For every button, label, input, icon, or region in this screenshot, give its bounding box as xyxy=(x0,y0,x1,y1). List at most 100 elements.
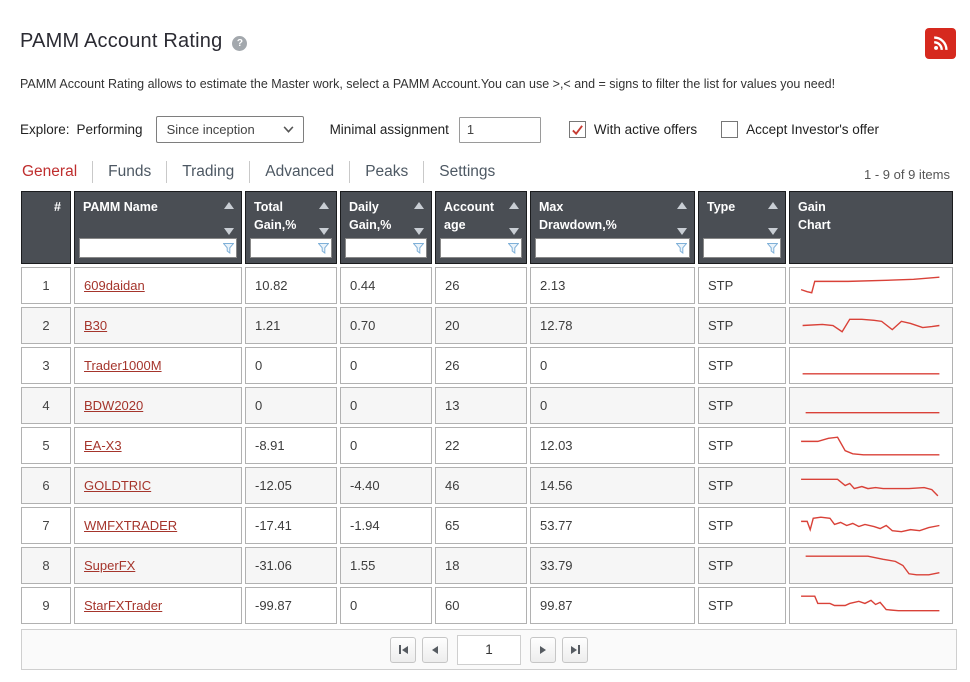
total-gain-cell: 0 xyxy=(245,347,337,384)
last-page-button[interactable] xyxy=(562,636,588,663)
type-cell: STP xyxy=(698,427,786,464)
daily-gain-cell: 1.55 xyxy=(340,547,432,584)
pamm-name-link[interactable]: GOLDTRIC xyxy=(84,478,152,493)
type-cell: STP xyxy=(698,307,786,344)
gain-chart-sparkline xyxy=(795,430,947,461)
row-number: 3 xyxy=(21,347,71,384)
help-icon[interactable]: ? xyxy=(232,35,248,51)
max-drawdown-cell: 53.77 xyxy=(530,507,695,544)
filter-input-type[interactable] xyxy=(703,238,781,258)
sort-asc-icon[interactable] xyxy=(414,202,424,209)
filter-input-account-age[interactable] xyxy=(440,238,522,258)
checkbox-box xyxy=(721,121,739,138)
tab-trading[interactable]: Trading xyxy=(166,161,249,183)
arrow-left-icon xyxy=(432,645,438,654)
page-number-input[interactable] xyxy=(457,634,521,665)
filter-bar: Explore: Performing Since inception Mini… xyxy=(20,116,950,143)
type-cell: STP xyxy=(698,347,786,384)
sort-asc-icon[interactable] xyxy=(224,202,234,209)
sort-desc-icon[interactable] xyxy=(319,228,329,235)
tab-peaks[interactable]: Peaks xyxy=(349,161,423,183)
arrow-right-icon xyxy=(570,645,577,654)
table-row: 6 GOLDTRIC -12.05 -4.40 46 14.56 STP xyxy=(21,467,953,504)
column-header-pamm-name[interactable]: PAMM Name xyxy=(74,191,242,264)
account-age-cell: 13 xyxy=(435,387,527,424)
row-number: 8 xyxy=(21,547,71,584)
max-drawdown-cell: 99.87 xyxy=(530,587,695,624)
pamm-name-link[interactable]: SuperFX xyxy=(84,558,136,573)
performing-label: Performing xyxy=(76,122,143,137)
column-header-daily-gain[interactable]: Daily Gain,% xyxy=(340,191,432,264)
pamm-name-link[interactable]: BDW2020 xyxy=(84,398,144,413)
next-page-button[interactable] xyxy=(530,636,556,663)
table-body: 1 609daidan 10.82 0.44 26 2.13 STP 2 B30… xyxy=(21,267,953,624)
sort-asc-icon[interactable] xyxy=(677,202,687,209)
column-header-max-drawdown[interactable]: Max Drawdown,% xyxy=(530,191,695,264)
filter-funnel-icon[interactable] xyxy=(413,243,424,254)
account-age-cell: 22 xyxy=(435,427,527,464)
items-count: 1 - 9 of 9 items xyxy=(864,167,950,182)
column-header-total-gain[interactable]: Total Gain,% xyxy=(245,191,337,264)
with-active-offers-checkbox[interactable]: With active offers xyxy=(568,121,698,138)
daily-gain-cell: 0.70 xyxy=(340,307,432,344)
period-select[interactable]: Since inception xyxy=(155,116,304,143)
table-row: 8 SuperFX -31.06 1.55 18 33.79 STP xyxy=(21,547,953,584)
tab-general[interactable]: General xyxy=(22,163,78,180)
pamm-table: # PAMM Name Total Gain,% xyxy=(18,188,956,627)
sort-asc-icon[interactable] xyxy=(319,202,329,209)
gain-chart-sparkline xyxy=(795,590,947,621)
filter-funnel-icon[interactable] xyxy=(767,243,778,254)
total-gain-cell: 10.82 xyxy=(245,267,337,304)
tab-funds[interactable]: Funds xyxy=(92,161,166,183)
sort-desc-icon[interactable] xyxy=(677,228,687,235)
filter-input-max-drawdown[interactable] xyxy=(535,238,690,258)
column-header-account-age[interactable]: Account age xyxy=(435,191,527,264)
total-gain-cell: -99.87 xyxy=(245,587,337,624)
row-number: 2 xyxy=(21,307,71,344)
sort-asc-icon[interactable] xyxy=(768,202,778,209)
prev-page-button[interactable] xyxy=(422,636,448,663)
filter-input-total-gain[interactable] xyxy=(250,238,332,258)
arrow-left-icon xyxy=(401,645,408,654)
rss-icon[interactable] xyxy=(925,28,956,59)
pamm-name-link[interactable]: WMFXTRADER xyxy=(84,518,178,533)
sort-desc-icon[interactable] xyxy=(509,228,519,235)
filter-input-daily-gain[interactable] xyxy=(345,238,427,258)
explore-label: Explore: xyxy=(20,122,70,137)
daily-gain-cell: 0 xyxy=(340,427,432,464)
filter-funnel-icon[interactable] xyxy=(223,243,234,254)
pamm-name-link[interactable]: EA-X3 xyxy=(84,438,122,453)
total-gain-cell: -8.91 xyxy=(245,427,337,464)
first-page-icon xyxy=(398,645,401,654)
gain-chart-sparkline xyxy=(795,270,947,301)
filter-funnel-icon[interactable] xyxy=(676,243,687,254)
daily-gain-cell: 0.44 xyxy=(340,267,432,304)
minimal-assignment-input[interactable] xyxy=(458,116,541,143)
sort-desc-icon[interactable] xyxy=(224,228,234,235)
daily-gain-cell: -4.40 xyxy=(340,467,432,504)
check-icon xyxy=(572,124,583,135)
filter-funnel-icon[interactable] xyxy=(508,243,519,254)
pamm-name-link[interactable]: StarFXTrader xyxy=(84,598,163,613)
column-header-type[interactable]: Type xyxy=(698,191,786,264)
accept-investors-offer-checkbox[interactable]: Accept Investor's offer xyxy=(721,121,879,138)
filter-funnel-icon[interactable] xyxy=(318,243,329,254)
sort-desc-icon[interactable] xyxy=(768,228,778,235)
pamm-name-link[interactable]: Trader1000M xyxy=(84,358,162,373)
rss-waves-icon xyxy=(934,36,948,50)
row-number: 6 xyxy=(21,467,71,504)
tab-settings[interactable]: Settings xyxy=(423,161,510,183)
filter-input-pamm-name[interactable] xyxy=(79,238,237,258)
table-row: 1 609daidan 10.82 0.44 26 2.13 STP xyxy=(21,267,953,304)
with-active-offers-label: With active offers xyxy=(593,122,698,137)
sort-desc-icon[interactable] xyxy=(414,228,424,235)
pagination xyxy=(21,629,957,670)
first-page-button[interactable] xyxy=(390,636,416,663)
sort-asc-icon[interactable] xyxy=(509,202,519,209)
max-drawdown-cell: 0 xyxy=(530,347,695,384)
pamm-name-link[interactable]: B30 xyxy=(84,318,108,333)
total-gain-cell: -17.41 xyxy=(245,507,337,544)
tab-advanced[interactable]: Advanced xyxy=(249,161,349,183)
table-header-row: # PAMM Name Total Gain,% xyxy=(21,191,953,264)
pamm-name-link[interactable]: 609daidan xyxy=(84,278,145,293)
